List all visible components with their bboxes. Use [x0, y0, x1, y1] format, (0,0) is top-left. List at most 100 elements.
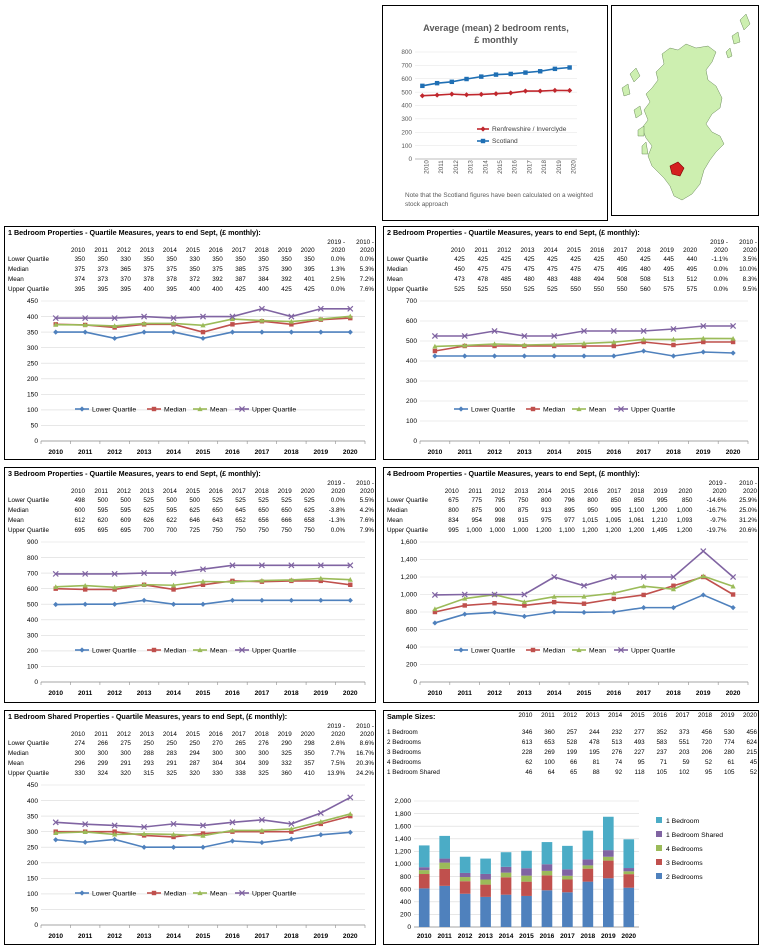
- bar-segment: [582, 859, 594, 866]
- data-point: [581, 601, 587, 606]
- table-cell: 750: [212, 527, 223, 534]
- legend-label: Mean: [589, 406, 606, 413]
- series-median: [432, 574, 736, 615]
- table-cell: 475: [593, 266, 605, 273]
- panel-1bedshared-title: 1 Bedroom Shared Properties - Quartile M…: [8, 712, 288, 721]
- table-cell: 2.6%: [330, 740, 346, 747]
- x-tick-label: 2010: [428, 690, 443, 697]
- year-header: 2013: [520, 247, 535, 254]
- table-cell: 8.3%: [742, 276, 757, 283]
- table-cell: 350: [212, 256, 223, 263]
- year-header: 2019: [277, 488, 292, 495]
- legend-label: 2 Bedrooms: [666, 874, 703, 881]
- x-tick-label: 2018: [284, 933, 299, 940]
- y-tick-label: 350: [27, 329, 38, 336]
- table-cell: 401: [304, 276, 315, 283]
- year-header: 2019: [277, 247, 292, 254]
- bar-segment: [500, 852, 512, 867]
- table-cell: 600: [74, 507, 86, 514]
- table-cell: -3.8%: [328, 507, 346, 514]
- year-header: 2014: [162, 731, 177, 738]
- row-label: Mean: [8, 276, 24, 283]
- year-header: 2016: [653, 712, 668, 719]
- y-tick-label: 400: [406, 644, 417, 651]
- year-header: 2010: [444, 488, 459, 495]
- x-tick-label: 2013: [468, 160, 475, 174]
- legend-marker: [458, 647, 464, 653]
- data-point: [229, 579, 236, 585]
- y-tick-label: 1,200: [394, 849, 411, 856]
- gridlines: [41, 300, 365, 442]
- data-point: [200, 329, 206, 335]
- table-cell: 425: [454, 256, 465, 263]
- y-tick-label: 1,400: [400, 557, 417, 564]
- data-point: [701, 339, 706, 345]
- panel-2bed-title: 2 Bedroom Properties - Quartile Measures…: [387, 228, 640, 237]
- legend-marker: [151, 890, 157, 896]
- table-cell: 612: [74, 517, 86, 524]
- data-point: [347, 794, 354, 801]
- data-point: [141, 597, 147, 603]
- y-tick-label: 600: [400, 886, 411, 893]
- data-point: [730, 336, 736, 341]
- x-tick-label: 2015: [196, 933, 211, 940]
- table-cell: 995: [656, 497, 668, 504]
- year-header: 2016: [208, 488, 223, 495]
- data-point: [581, 609, 587, 615]
- data-point: [491, 341, 498, 347]
- table-cell: 350: [304, 750, 315, 757]
- data-point: [464, 76, 469, 82]
- table-cell: 59: [682, 759, 690, 766]
- y-tick-label: 0: [413, 679, 417, 686]
- table-cell: 624: [746, 739, 757, 746]
- data-point: [491, 327, 498, 335]
- table-cell: 625: [304, 507, 315, 514]
- table-cell: 350: [258, 256, 269, 263]
- table-cell: -1.3%: [328, 517, 346, 524]
- table-cell: 95: [704, 769, 712, 776]
- year-header: 2012: [116, 731, 131, 738]
- data-point: [317, 562, 324, 569]
- table-cell: 52: [749, 769, 757, 776]
- table-cell: 560: [640, 286, 651, 293]
- table-cell: 88: [592, 769, 600, 776]
- table-cell: 480: [523, 276, 535, 283]
- row-label: Mean: [387, 276, 403, 283]
- data-point: [462, 611, 468, 617]
- table-cell: 650: [258, 507, 269, 514]
- table-cell: 375: [143, 266, 154, 273]
- table-cell: 652: [235, 517, 246, 524]
- y-tick-label: 200: [27, 648, 38, 655]
- data-point: [53, 830, 59, 835]
- table-cell: 595: [97, 507, 108, 514]
- legend-swatch: [656, 845, 662, 851]
- gridlines: [420, 300, 748, 442]
- table-cell: 643: [212, 517, 223, 524]
- table-cell: 895: [564, 507, 575, 514]
- bar-segment: [459, 872, 471, 878]
- y-tick-label: 200: [27, 376, 38, 383]
- table-cell: 0.0%: [713, 266, 728, 273]
- data-point: [580, 582, 588, 589]
- table-cell: 250: [143, 740, 154, 747]
- table-cell: 525: [304, 497, 315, 504]
- y-tick-label: 400: [27, 617, 38, 624]
- data-point: [229, 316, 236, 322]
- year-header: 2010: [450, 247, 465, 254]
- table-row: Lower Quartile 498 500 500 525 500 500 525 525 52…: [7, 496, 375, 506]
- legend-marker: [576, 647, 582, 653]
- data-point: [491, 353, 498, 359]
- panel-1bedshared: 1 Bedroom Shared Properties - Quartile M…: [4, 710, 376, 945]
- data-point: [522, 88, 529, 94]
- panel-3bed-title: 3 Bedroom Properties - Quartile Measures…: [8, 469, 261, 478]
- table-cell: 550: [500, 286, 512, 293]
- data-point: [288, 329, 294, 335]
- year-header: 2010: [71, 731, 86, 738]
- series-mean: [53, 811, 353, 838]
- table-cell: 350: [97, 256, 108, 263]
- y-tick-label: 1,800: [394, 811, 411, 818]
- x-tick-label: 2011: [78, 933, 93, 940]
- table-cell: 61: [727, 759, 735, 766]
- table-cell: 269: [544, 749, 555, 756]
- data-point: [141, 582, 147, 587]
